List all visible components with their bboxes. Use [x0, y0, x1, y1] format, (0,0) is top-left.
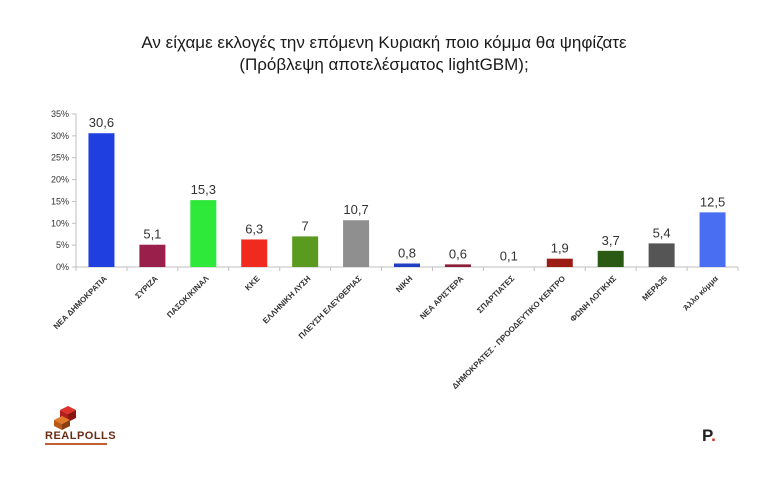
x-tick-label: ΕΛΛΗΝΙΚΗ ΛΥΣΗ	[261, 274, 313, 326]
bar	[648, 243, 675, 267]
y-tick-label: 35%	[51, 109, 69, 119]
chart-title-line1: Αν είχαμε εκλογές την επόμενη Κυριακή πο…	[141, 33, 627, 52]
logo-underline	[45, 443, 107, 445]
y-tick-label: 5%	[56, 240, 69, 250]
y-tick-label: 10%	[51, 218, 69, 228]
bar	[394, 263, 420, 267]
bar	[241, 239, 268, 267]
bar	[495, 266, 522, 267]
x-tick-label: ΚΚΕ	[243, 274, 262, 293]
brand-dot: .	[711, 426, 716, 445]
data-label: 1,9	[551, 241, 569, 256]
bar	[546, 258, 573, 267]
y-tick-label: 0%	[56, 262, 69, 272]
data-label: 10,7	[343, 202, 368, 217]
x-tick-label: ΝΕΑ ΔΗΜΟΚΡΑΤΙΑ	[52, 274, 109, 331]
x-tick-label: ΝΕΑ ΑΡΙΣΤΕΡΑ	[418, 274, 465, 321]
y-tick-label: 25%	[51, 153, 69, 163]
data-label: 12,5	[700, 194, 725, 209]
data-label: 5,4	[653, 225, 671, 240]
data-label: 3,7	[602, 233, 620, 248]
x-tick-label: ΦΩΝΗ ΛΟΓΙΚΗΣ	[568, 274, 618, 324]
realpolls-logo-icon	[54, 406, 76, 430]
data-label: 15,3	[191, 182, 216, 197]
data-label: 0,8	[398, 246, 416, 261]
data-label: 30,6	[89, 115, 114, 130]
bar	[597, 250, 624, 267]
brand-letter: P	[702, 426, 712, 445]
data-label: 5,1	[143, 227, 161, 242]
bar	[444, 264, 471, 267]
y-tick-label: 20%	[51, 175, 69, 185]
x-tick-label: Άλλο κόμμα	[681, 274, 720, 313]
x-tick-label: ΜΕΡΑ25	[640, 274, 669, 303]
bar	[343, 220, 370, 267]
data-label: 7	[302, 218, 309, 233]
x-tick-label: ΣΠΑΡΤΙΑΤΕΣ	[475, 274, 516, 315]
bar	[190, 200, 217, 267]
y-tick-label: 30%	[51, 131, 69, 141]
data-label: 0,1	[500, 248, 518, 263]
x-tick-label: ΔΗΜΟΚΡΑΤΕΣ - ΠΡΟΟΔΕΥΤΙΚΟ ΚΕΝΤΡΟ	[450, 274, 567, 391]
x-tick-label: ΝΙΚΗ	[394, 274, 414, 294]
bar	[139, 244, 166, 267]
bar	[699, 212, 726, 267]
bar	[292, 236, 319, 267]
data-label: 0,6	[449, 246, 467, 261]
data-label: 6,3	[245, 221, 263, 236]
x-tick-label: ΣΥΡΙΖΑ	[133, 274, 160, 301]
realpolls-logo-text: REALPOLLS	[45, 430, 117, 442]
x-tick-label: ΠΑΣΟΚ/ΚΙΝΑΛ	[165, 274, 211, 320]
brand-mark: P.	[702, 426, 716, 446]
y-tick-label: 15%	[51, 196, 69, 206]
bar	[88, 133, 115, 267]
chart-title-line2: (Πρόβλεψη αποτελέσματος lightGBM);	[239, 55, 529, 74]
